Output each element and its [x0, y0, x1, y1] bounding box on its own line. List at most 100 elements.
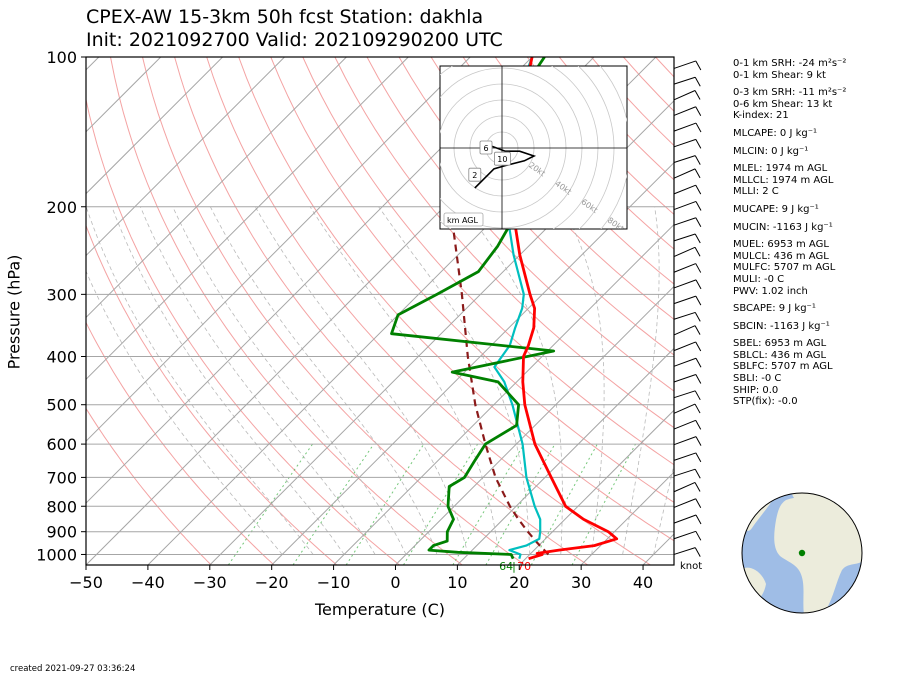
- wind-barb: [673, 246, 696, 258]
- moist-adiabat: [463, 206, 563, 555]
- chart-title: CPEX-AW 15-3km 50h fcst Station: dakhla: [86, 6, 484, 28]
- dry-adiabat: [86, 407, 212, 565]
- y-tick-label: 1000: [36, 545, 77, 564]
- param-line: MULCL: 436 m AGL: [733, 250, 829, 262]
- wind-barb: [673, 155, 696, 163]
- moist-adiabat: [562, 206, 605, 555]
- wind-barb-flag: [695, 374, 702, 384]
- wind-barb: [673, 468, 696, 477]
- isotherm: [0, 57, 37, 565]
- dry-adiabat: [430, 57, 674, 320]
- hodograph-height-box: [468, 167, 482, 182]
- wind-barb-flag: [694, 482, 701, 492]
- wind-barb-flag: [694, 547, 701, 557]
- hodograph-legend: km AGL: [447, 216, 479, 225]
- param-line: MULFC: 5707 m AGL: [733, 262, 836, 274]
- wind-barb-flag: [695, 357, 702, 368]
- param-line: STP(fix): -0.0: [733, 396, 798, 408]
- isotherm: [271, 161, 674, 565]
- x-tick-label: 10: [447, 573, 467, 592]
- wind-barb: [673, 233, 696, 242]
- dry-adiabat: [206, 57, 651, 565]
- moist-adiabat: [254, 206, 469, 555]
- isotherm: [86, 57, 100, 71]
- wind-barb-flag: [695, 122, 702, 133]
- isotherm: [395, 285, 674, 565]
- wind-barb: [673, 168, 696, 179]
- wind-barb-flag: [695, 184, 702, 195]
- param-line: K-index: 21: [733, 110, 789, 122]
- wind-barb: [673, 419, 696, 430]
- isotherm: [518, 409, 674, 565]
- wind-barb-flag: [695, 139, 702, 149]
- wind-barb-flag: [694, 390, 701, 401]
- moist-adiabat: [210, 206, 438, 555]
- plot-frame: [85, 56, 675, 566]
- created-timestamp: created 2021-09-27 03:36:24: [10, 664, 136, 674]
- wind-barb-flag: [695, 514, 702, 525]
- wind-barb: [673, 200, 697, 211]
- hodograph-height-box: [479, 140, 493, 155]
- wind-barb: [673, 498, 696, 508]
- europe-land: [792, 493, 850, 505]
- dry-adiabat: [110, 57, 463, 565]
- dry-adiabat: [174, 57, 588, 565]
- param-line: MLEL: 1974 m AGL: [733, 163, 828, 175]
- wind-barb: [673, 357, 697, 367]
- wind-barb-flag: [695, 531, 702, 541]
- dry-adiabat: [462, 57, 674, 285]
- x-tick-label: −40: [131, 573, 165, 592]
- wind-barb-flag: [694, 168, 701, 179]
- x-tick-label: −50: [69, 573, 103, 592]
- wind-barb: [673, 184, 696, 195]
- param-line: MULI: -0 C: [733, 273, 785, 285]
- hodograph-height-box: [493, 151, 511, 166]
- isotherm: [580, 471, 674, 565]
- wind-barb: [673, 279, 697, 289]
- parcel-trace: [449, 129, 550, 556]
- param-line: 0-1 km SRH: -24 m²s⁻²: [733, 58, 847, 69]
- param-line: MUCAPE: 9 J kg⁻¹: [733, 203, 819, 215]
- wind-barb-flag: [694, 468, 701, 479]
- y-tick-label: 300: [46, 285, 77, 304]
- x-tick-label: 0: [390, 573, 400, 592]
- param-line: MLCIN: 0 J kg⁻¹: [733, 145, 809, 157]
- wind-barb-flag: [695, 201, 702, 211]
- moist-adiabat: [86, 206, 314, 555]
- param-line: SHIP: 0.0: [733, 384, 779, 396]
- wind-barb-flag: [694, 247, 701, 257]
- y-tick-label: 200: [46, 198, 77, 217]
- x-tick-label: 20: [509, 573, 529, 592]
- wind-barb: [673, 325, 696, 336]
- barb-units-label: knot: [680, 561, 702, 572]
- dry-adiabat: [302, 57, 674, 466]
- surface-dewpoint-label: 64: [499, 560, 513, 573]
- param-line: SBEL: 6953 m AGL: [733, 338, 827, 350]
- surface-label-separator: |: [512, 560, 516, 573]
- y-tick-label: 600: [46, 435, 77, 454]
- wind-barb-flag: [695, 498, 702, 508]
- moist-adiabat: [622, 206, 660, 555]
- isotherm: [86, 57, 285, 257]
- x-tick-label: 30: [571, 573, 591, 592]
- wind-barb-flag: [694, 325, 701, 335]
- mixing-ratio-line: [403, 443, 479, 565]
- wind-barb: [673, 60, 696, 69]
- param-line: SBLFC: 5707 m AGL: [733, 361, 833, 373]
- mixing-ratio-line: [227, 443, 314, 565]
- param-line: MLLCL: 1974 m AGL: [733, 174, 834, 186]
- wind-barb: [673, 530, 696, 540]
- dry-adiabat: [142, 57, 526, 565]
- x-tick-label: −30: [193, 573, 227, 592]
- wind-barb-flag: [694, 403, 701, 414]
- isotherm: [333, 223, 674, 565]
- wind-barb: [673, 217, 696, 226]
- parameter-panel: 0-1 km SRH: -24 m²s⁻² 0-1 km Shear: 9 kt 0…: [733, 58, 846, 408]
- wind-barb: [673, 452, 696, 461]
- wind-barb: [673, 295, 696, 305]
- mixing-ratio-line: [292, 443, 375, 565]
- isotherm: [86, 57, 162, 133]
- x-tick-label: −20: [255, 573, 289, 592]
- x-tick-label: −10: [317, 573, 351, 592]
- wind-barb: [673, 263, 696, 273]
